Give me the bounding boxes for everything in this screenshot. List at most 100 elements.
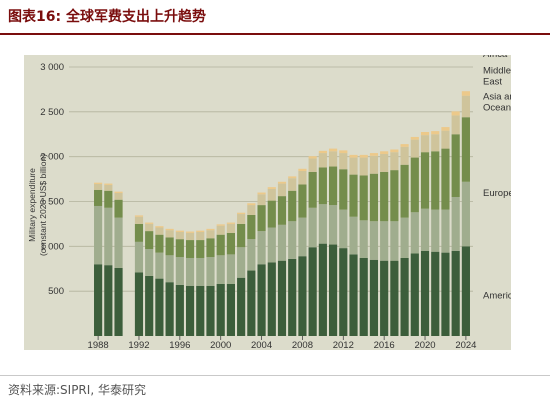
bar-segment bbox=[247, 239, 256, 271]
bar-segment bbox=[410, 253, 419, 336]
bar-segment bbox=[451, 115, 460, 135]
bar-segment bbox=[175, 230, 184, 232]
bar-segment bbox=[226, 283, 235, 336]
bar-segment bbox=[114, 217, 123, 268]
bar-segment bbox=[400, 217, 409, 258]
bar-segment bbox=[298, 168, 307, 172]
y-tick-label: 500 bbox=[48, 286, 64, 297]
legend-label-line: Asia and bbox=[483, 92, 511, 103]
bar-segment bbox=[441, 252, 450, 336]
bar-segment bbox=[461, 117, 470, 182]
bar-segment bbox=[206, 230, 215, 239]
bar-segment bbox=[134, 215, 144, 217]
bar-segment bbox=[216, 224, 225, 226]
bar-segment bbox=[175, 239, 184, 258]
bar-segment bbox=[247, 203, 256, 206]
bar-segment bbox=[359, 257, 368, 336]
bar-segment bbox=[288, 221, 297, 259]
bar-segment bbox=[226, 232, 235, 255]
bar-segment bbox=[400, 144, 409, 147]
bar-segment bbox=[216, 225, 225, 235]
bar-segment bbox=[145, 275, 154, 336]
bar-segment bbox=[94, 264, 103, 336]
bar-segment bbox=[308, 156, 317, 159]
bar-segment bbox=[451, 250, 460, 336]
bar-segment bbox=[277, 196, 287, 225]
bar-segment bbox=[420, 152, 430, 209]
bar-segment bbox=[237, 247, 246, 278]
legend-label-line: Middle bbox=[483, 66, 511, 77]
bar-segment bbox=[431, 209, 440, 252]
bar-segment bbox=[328, 166, 338, 206]
bar-segment bbox=[420, 132, 430, 136]
bar-segment bbox=[369, 173, 379, 222]
bar-segment bbox=[226, 223, 235, 233]
bar-segment bbox=[461, 91, 470, 96]
bar-segment bbox=[380, 171, 389, 222]
bar-segment bbox=[410, 136, 419, 140]
bar-segment bbox=[257, 205, 266, 232]
bar-segment bbox=[175, 284, 184, 336]
bar-segment bbox=[94, 189, 103, 206]
bar-segment bbox=[165, 228, 174, 231]
bar-segment bbox=[390, 260, 399, 336]
bar-segment bbox=[134, 241, 144, 273]
bar-segment bbox=[175, 231, 184, 240]
bar-segment bbox=[206, 257, 215, 286]
footer-divider bbox=[0, 375, 550, 376]
bar-segment bbox=[431, 151, 440, 210]
bar-segment bbox=[359, 154, 368, 158]
bar-segment bbox=[226, 222, 235, 224]
x-tick-label: 2004 bbox=[251, 340, 272, 350]
bar-segment bbox=[196, 257, 205, 286]
bar-segment bbox=[451, 111, 460, 116]
bar-segment bbox=[104, 184, 113, 191]
x-tick-label: 1992 bbox=[128, 340, 149, 350]
bar-segment bbox=[267, 200, 276, 228]
y-tick-label: 2 000 bbox=[40, 152, 64, 163]
bar-segment bbox=[185, 231, 195, 233]
legend-label: Asia andOceania bbox=[483, 92, 511, 114]
bar-segment bbox=[104, 183, 113, 185]
bar-segment bbox=[349, 216, 358, 255]
bar-segment bbox=[145, 249, 154, 276]
legend-label-line: Oceania bbox=[483, 103, 511, 114]
y-tick-label: 1 000 bbox=[40, 241, 64, 252]
bar-segment bbox=[420, 208, 430, 251]
bar-segment bbox=[288, 258, 297, 336]
legend-label: Middle East bbox=[483, 66, 511, 88]
bar-segment bbox=[308, 158, 317, 172]
bar-segment bbox=[277, 260, 287, 336]
bar-segment bbox=[288, 176, 297, 179]
bar-segment bbox=[165, 255, 174, 283]
bar-segment bbox=[461, 95, 470, 118]
bar-segment bbox=[369, 153, 379, 156]
bar-segment bbox=[318, 243, 327, 336]
bar-segment bbox=[155, 234, 164, 253]
bar-segment bbox=[420, 250, 430, 336]
bar-segment bbox=[369, 259, 379, 336]
bar-segment bbox=[94, 205, 103, 265]
bar-segment bbox=[206, 238, 215, 258]
bar-segment bbox=[441, 130, 450, 149]
y-axis-ticks: 500 1 000 1 500 2 000 2 500 3 000 bbox=[40, 62, 64, 297]
x-tick-label: 2020 bbox=[414, 340, 435, 350]
x-tick-label: 1988 bbox=[88, 340, 109, 350]
bar-segment bbox=[339, 209, 348, 249]
bar-segment bbox=[267, 187, 276, 189]
bar-segment bbox=[155, 227, 164, 235]
bar-segment bbox=[441, 127, 450, 131]
bar-segment bbox=[216, 255, 225, 284]
bar-segment bbox=[226, 254, 235, 284]
bar-segment bbox=[175, 257, 184, 285]
bar-segment bbox=[196, 231, 205, 241]
bar-segment bbox=[104, 207, 113, 266]
bar-segment bbox=[145, 222, 154, 224]
bar-segment bbox=[257, 192, 266, 195]
bar-segment bbox=[145, 231, 154, 250]
bar-segment bbox=[165, 237, 174, 256]
bar-segment bbox=[410, 157, 419, 213]
bar-segment bbox=[247, 270, 256, 336]
bar-segment bbox=[288, 190, 297, 222]
bar-segment bbox=[247, 214, 256, 240]
